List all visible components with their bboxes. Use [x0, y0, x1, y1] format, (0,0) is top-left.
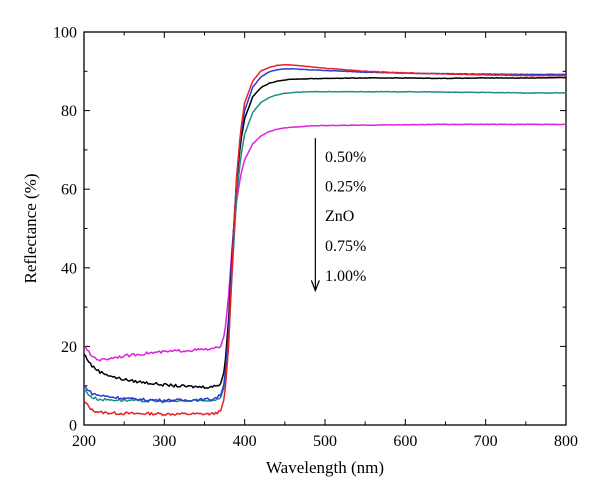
legend-entry: 1.00%: [325, 268, 366, 285]
legend-entry: 0.75%: [325, 238, 366, 255]
y-tick-label: 0: [69, 418, 77, 435]
series-group: [83, 63, 567, 417]
x-tick-label: 400: [233, 433, 257, 450]
series-line-100: [83, 123, 567, 362]
x-axis-label: Wavelength (nm): [266, 458, 384, 477]
x-tick-label: 800: [554, 433, 578, 450]
y-axis-label: Reflectance (%): [21, 174, 40, 284]
plot-frame: [83, 31, 567, 426]
y-tick-label: 80: [61, 103, 77, 120]
legend-arrow-head: [310, 280, 320, 293]
x-tick-label: 700: [474, 433, 498, 450]
x-tick-label: 300: [152, 433, 176, 450]
plot-frame-group: [83, 31, 567, 426]
ticks-group: 200 300 400 500 600 700 800 0 20 40 60 80 100: [53, 25, 578, 451]
series-line-025: [83, 67, 567, 403]
series-line-zno: [83, 76, 567, 389]
legend-entry: ZnO: [325, 208, 354, 225]
legend-entry: 0.25%: [325, 178, 366, 195]
legend-group: 0.50% 0.25% ZnO 0.75% 1.00%: [310, 138, 366, 293]
y-tick-label: 100: [53, 25, 77, 42]
y-tick-label: 20: [61, 339, 77, 356]
x-tick-label: 600: [393, 433, 417, 450]
legend-entry: 0.50%: [325, 149, 366, 166]
y-tick-label: 60: [61, 182, 77, 199]
series-line-050: [83, 63, 567, 417]
x-tick-label: 200: [72, 433, 96, 450]
y-tick-label: 40: [61, 260, 77, 277]
x-tick-label: 500: [313, 433, 337, 450]
series-line-075: [83, 90, 567, 404]
